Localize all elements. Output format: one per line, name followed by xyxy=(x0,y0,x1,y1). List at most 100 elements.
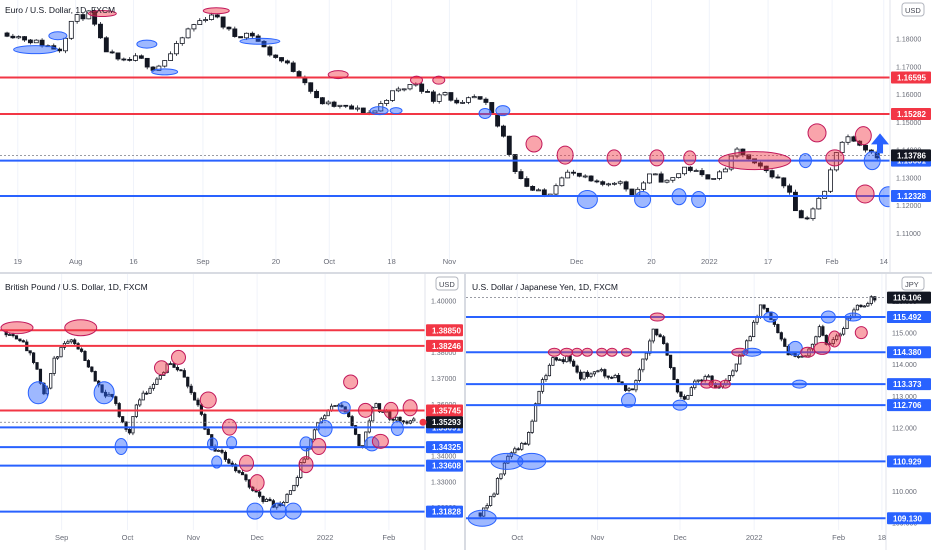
candle xyxy=(162,60,168,67)
candle xyxy=(589,373,593,377)
candle xyxy=(824,334,828,345)
candle xyxy=(551,357,555,366)
level-tag xyxy=(426,441,463,454)
candle xyxy=(227,459,231,464)
candle xyxy=(717,171,722,179)
candle xyxy=(676,173,682,178)
candle xyxy=(425,91,430,93)
resistance-marker xyxy=(298,456,314,474)
support-marker xyxy=(467,509,497,527)
candle xyxy=(544,375,548,381)
y-tick-label: 1.18000 xyxy=(896,37,921,44)
candle xyxy=(565,355,569,363)
candle xyxy=(841,328,846,335)
support-marker xyxy=(763,311,779,323)
resistance-marker xyxy=(813,341,831,355)
level-tag-label: 1.16595 xyxy=(897,74,926,83)
candle xyxy=(179,369,183,372)
candle xyxy=(261,495,265,502)
candle xyxy=(495,478,500,495)
candle xyxy=(731,370,735,376)
x-tick-label: Oct xyxy=(122,533,135,542)
candle xyxy=(578,371,583,380)
support-marker xyxy=(317,419,333,437)
candle xyxy=(133,55,138,61)
candle xyxy=(728,155,734,170)
candle xyxy=(258,491,262,497)
candle xyxy=(485,505,489,509)
candle xyxy=(35,362,39,370)
candle xyxy=(762,304,766,309)
candle xyxy=(38,368,43,384)
x-tick-label: Dec xyxy=(570,257,584,266)
support-marker xyxy=(246,502,264,520)
candle xyxy=(696,379,700,382)
candle xyxy=(572,360,576,367)
resistance-marker xyxy=(343,374,359,390)
x-tick-label: Feb xyxy=(382,533,395,542)
candle xyxy=(817,326,821,338)
candle xyxy=(629,188,635,196)
gbpusd-chart: 1.400001.390001.380001.370001.360001.350… xyxy=(0,274,464,555)
level-tag xyxy=(426,505,463,518)
candle xyxy=(39,39,45,47)
level-tag-label: 115.492 xyxy=(893,313,922,322)
vertical-divider[interactable] xyxy=(464,274,466,550)
candle xyxy=(793,191,798,212)
candle xyxy=(873,296,877,301)
candle xyxy=(185,28,191,39)
level-tag-label: 109.130 xyxy=(893,514,922,523)
y-tick-label: 1.11000 xyxy=(896,231,921,238)
support-marker xyxy=(27,381,49,405)
candle xyxy=(395,88,401,92)
y-tick-label: 114.000 xyxy=(892,362,917,369)
x-tick-label: Feb xyxy=(826,257,839,266)
candle xyxy=(644,352,648,360)
horizontal-divider[interactable] xyxy=(0,272,932,274)
candle xyxy=(419,83,425,92)
level-tag-label: 1.35745 xyxy=(432,406,461,415)
gbpusd-panel: 1.400001.390001.380001.370001.360001.350… xyxy=(0,274,464,555)
candle xyxy=(665,343,669,356)
candle xyxy=(442,92,448,96)
y-tick-label: 115.000 xyxy=(892,331,917,338)
support-marker xyxy=(621,392,636,408)
candle xyxy=(69,339,73,343)
resistance-marker xyxy=(383,401,399,419)
chart-title: U.S. Dollar / Japanese Yen, 1D, FXCM xyxy=(472,282,618,292)
support-marker xyxy=(93,381,115,405)
support-marker xyxy=(207,437,218,451)
x-tick-label: Oct xyxy=(511,533,524,542)
candle xyxy=(267,46,273,56)
candle xyxy=(384,99,390,104)
candle xyxy=(594,180,600,183)
candle xyxy=(518,171,524,179)
level-tag xyxy=(426,324,463,337)
candle xyxy=(765,307,770,313)
candle xyxy=(658,173,664,183)
candle xyxy=(707,375,711,378)
candle xyxy=(641,358,645,371)
price-tag-label: 116.106 xyxy=(893,294,922,303)
level-tag xyxy=(426,339,463,352)
x-tick-label: Nov xyxy=(591,533,605,542)
candle xyxy=(203,19,209,22)
candle xyxy=(391,418,395,421)
candle xyxy=(27,39,33,44)
support-marker xyxy=(672,399,688,411)
candle xyxy=(506,135,512,155)
resistance-marker xyxy=(199,391,217,409)
candle xyxy=(305,448,310,460)
candle xyxy=(787,185,793,193)
candle xyxy=(401,420,406,423)
chart-title: Euro / U.S. Dollar, 1D, FXCM xyxy=(5,5,115,15)
candle xyxy=(230,462,234,466)
resistance-marker xyxy=(249,474,265,492)
candle xyxy=(232,28,238,37)
y-tick-label: 1.40000 xyxy=(431,299,456,306)
resistance-marker xyxy=(202,7,230,15)
candle xyxy=(617,181,623,184)
candle xyxy=(689,387,693,396)
candle xyxy=(781,177,787,187)
candle xyxy=(398,416,402,422)
